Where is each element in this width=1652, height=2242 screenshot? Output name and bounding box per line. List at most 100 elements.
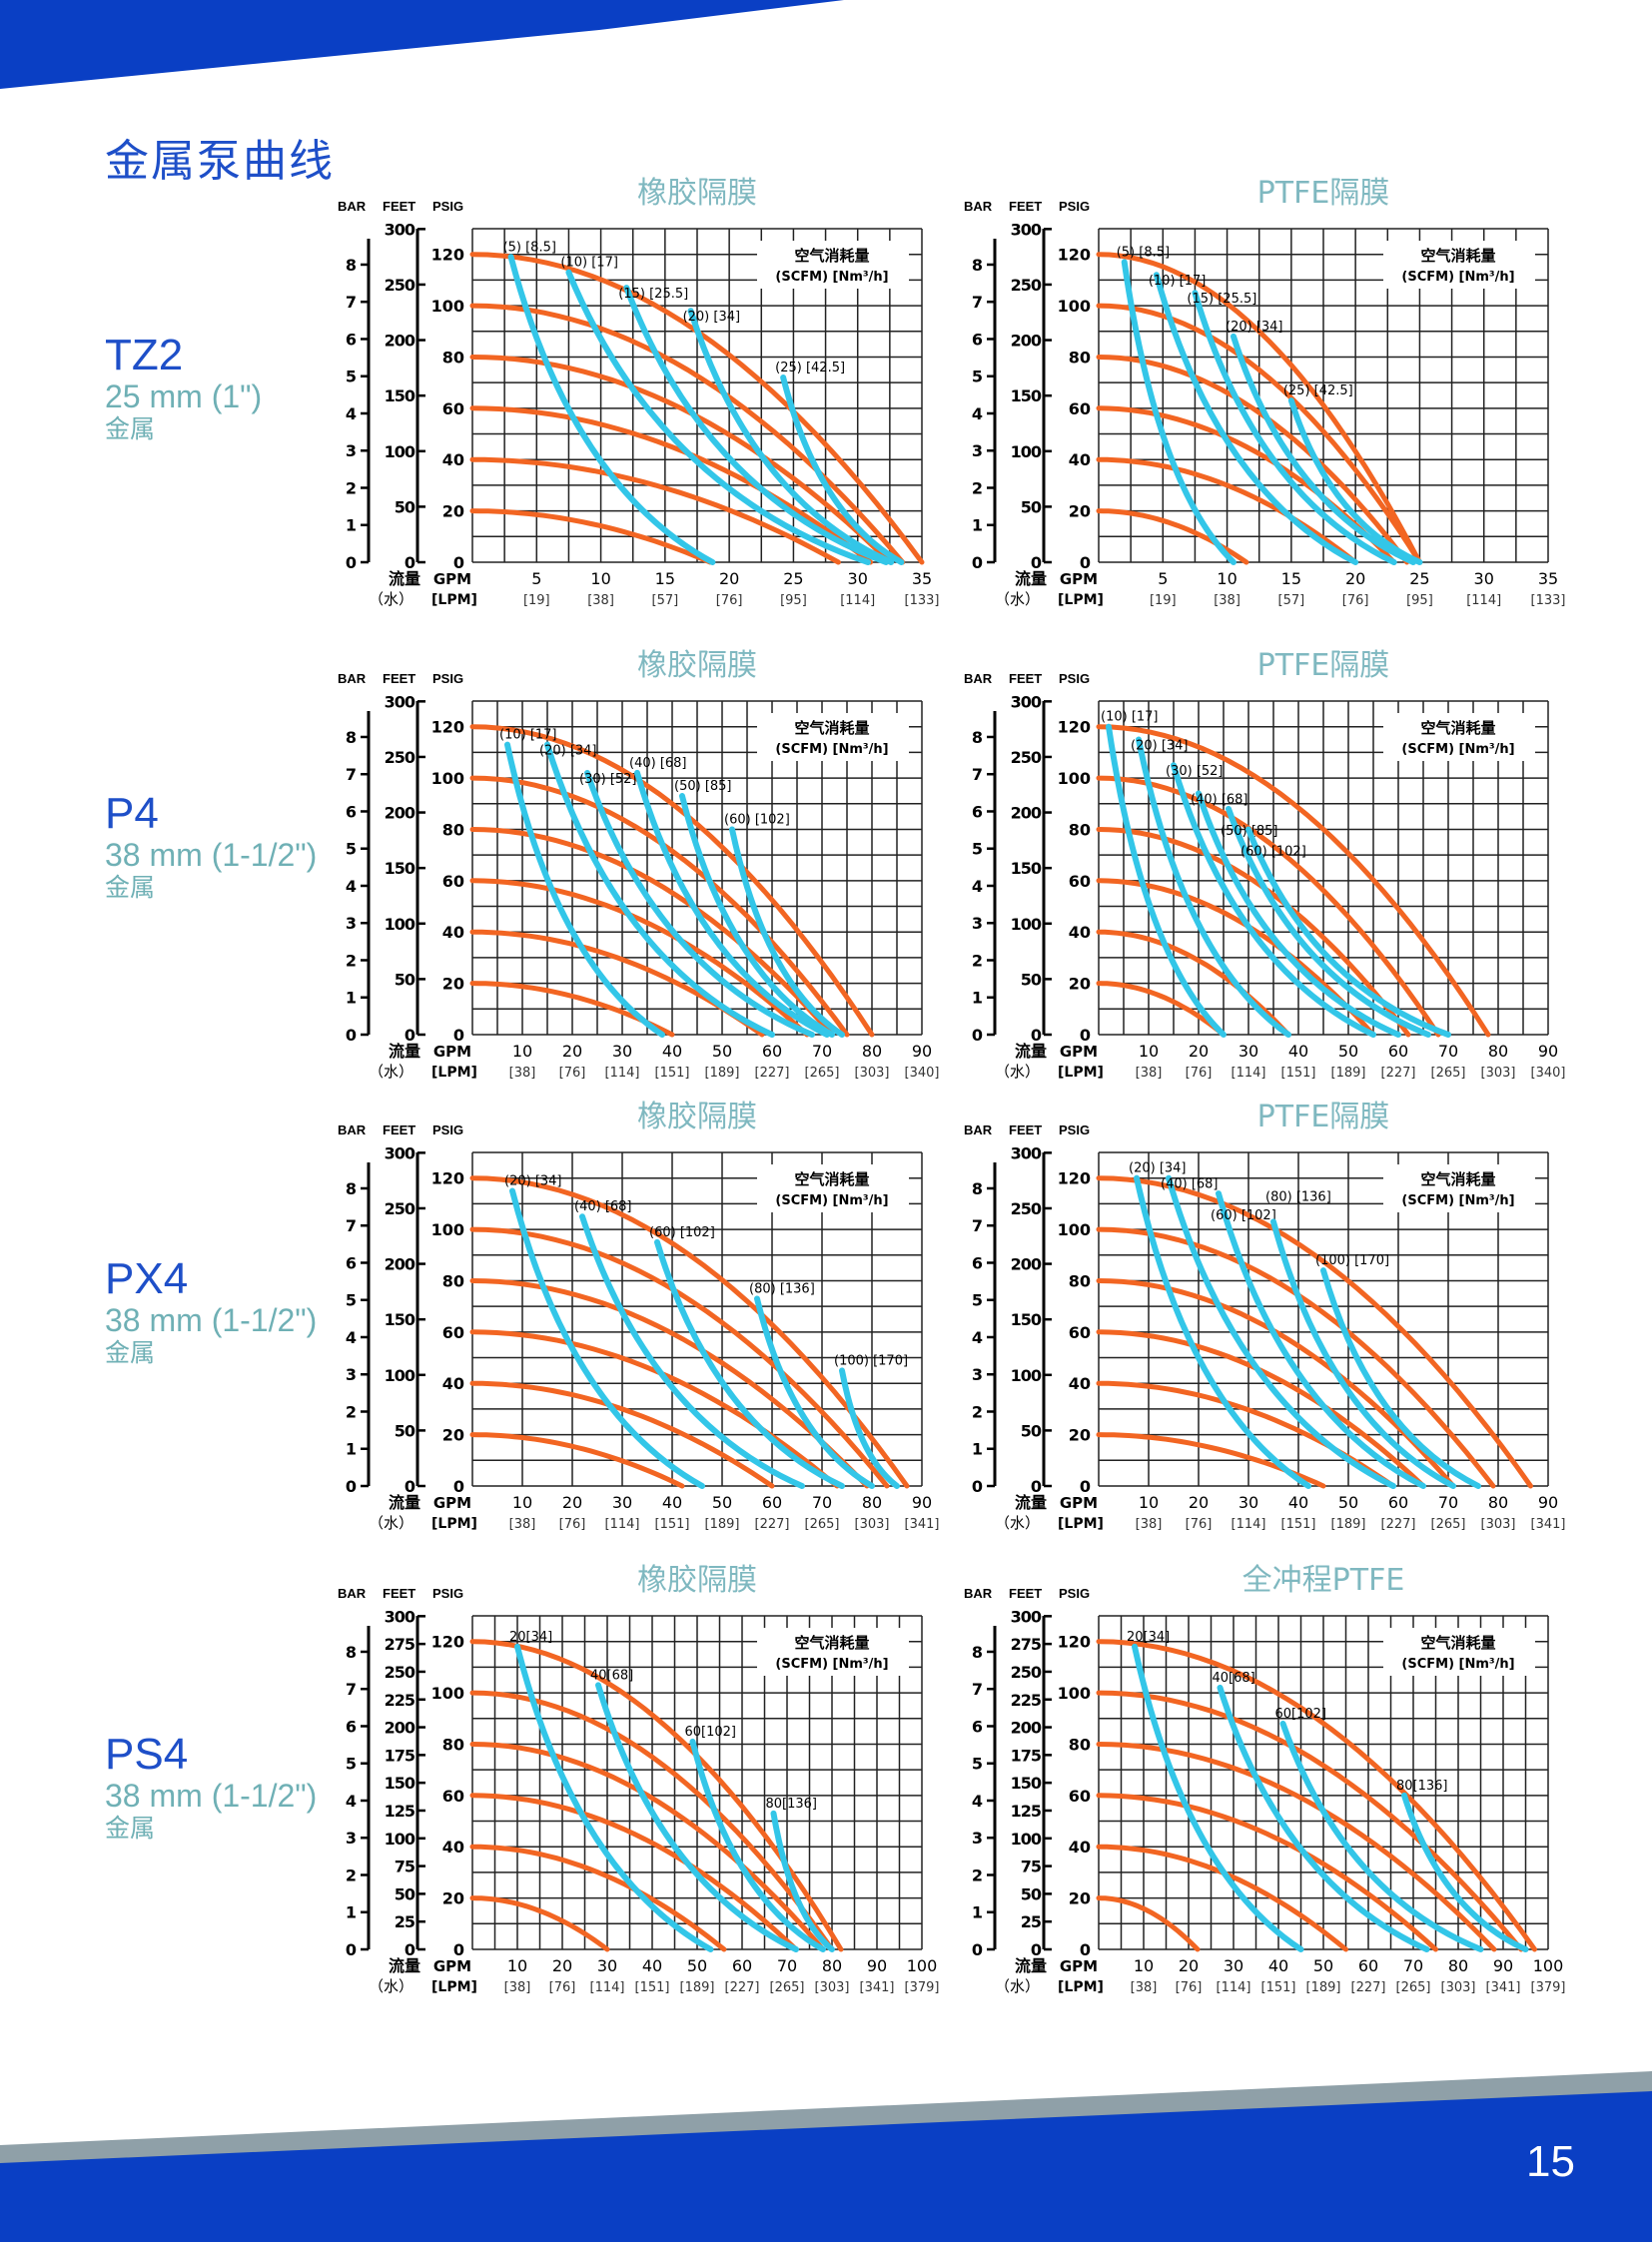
- air-curve-label: (20) [34]: [539, 744, 597, 759]
- air-curve-label: (10) [17]: [499, 728, 557, 743]
- psig-axis-header: PSIG: [432, 671, 463, 686]
- x-tick-label-lpm: [265]: [770, 1980, 805, 1995]
- air-curve-label: (15) [25.5]: [1187, 292, 1256, 307]
- air-consumption-curve: [1106, 723, 1227, 1038]
- x-tick-label-lpm: [340]: [1531, 1066, 1566, 1081]
- x-tick-label-lpm: [114]: [1232, 1066, 1266, 1081]
- x-tick-label-lpm: [189]: [1331, 1517, 1366, 1532]
- psig-axis-header: PSIG: [432, 199, 463, 214]
- feet-tick-label: 150: [1011, 386, 1042, 405]
- feet-tick-label: 250: [1011, 748, 1042, 767]
- psig-tick-label: 80: [442, 1271, 464, 1290]
- psig-tick-label: 120: [431, 246, 464, 265]
- lpm-label: [LPM]: [431, 1979, 477, 1995]
- air-curve-label: (20) [34]: [1131, 739, 1189, 754]
- x-tick-label-lpm: [227]: [725, 1980, 760, 1995]
- x-tick-label-lpm: [76]: [559, 1517, 586, 1532]
- feet-tick-label: 100: [385, 1366, 415, 1385]
- x-tick-label-gpm: 80: [822, 1956, 842, 1975]
- feet-tick-label: 100: [1011, 1366, 1042, 1385]
- air-consumption-curve: [565, 269, 871, 565]
- psig-tick-label: 80: [1069, 1271, 1091, 1290]
- x-tick-label-gpm: 40: [1268, 1956, 1288, 1975]
- x-tick-label-gpm: 15: [655, 569, 675, 588]
- air-consumption-curve: [1134, 1174, 1311, 1489]
- lpm-label: [LPM]: [1058, 1065, 1104, 1081]
- bar-tick-label: 6: [346, 1253, 357, 1272]
- pressure-curve-80psi: [469, 355, 893, 565]
- air-curve-label: 80[136]: [1396, 1779, 1448, 1794]
- x-tick-label-lpm: [227]: [1381, 1517, 1416, 1532]
- psig-tick-label: 40: [1069, 450, 1091, 469]
- air-curve-label: (40) [68]: [629, 756, 687, 771]
- bar-tick-label: 0: [346, 1477, 357, 1496]
- bar-tick-label: 2: [346, 1402, 357, 1421]
- air-curve-label: (100) [170]: [1315, 1253, 1389, 1268]
- air-consumption-curve: [1171, 762, 1376, 1038]
- bar-tick-label: 8: [972, 256, 983, 275]
- legend-title: 空气消耗量: [794, 1634, 869, 1652]
- bar-tick-label: 5: [972, 1755, 983, 1774]
- air-curve-label: (20) [34]: [1226, 320, 1283, 335]
- psig-tick-label: 20: [442, 502, 464, 521]
- psig-tick-label: 80: [1069, 1735, 1091, 1754]
- psig-tick-label: 100: [431, 769, 464, 788]
- pressure-curve-40psi: [1096, 929, 1291, 1038]
- feet-tick-label: 200: [385, 332, 415, 351]
- psig-tick-label: 100: [1058, 1684, 1091, 1703]
- feet-tick-label: 75: [1021, 1858, 1042, 1876]
- x-tick-label-gpm: 20: [1345, 569, 1365, 588]
- bar-tick-label: 6: [972, 1717, 983, 1736]
- bar-tick-label: 2: [972, 478, 983, 497]
- model-label-tz2: TZ2 25 mm (1") 金属: [105, 333, 262, 444]
- x-tick-label-gpm: 80: [862, 1042, 882, 1061]
- psig-tick-label: 100: [1058, 769, 1091, 788]
- feet-tick-label: 250: [385, 1663, 415, 1682]
- bar-tick-label: 7: [346, 293, 357, 312]
- water-label: （水）: [995, 1063, 1040, 1081]
- water-label: （水）: [369, 1977, 413, 1995]
- air-consumption-curve: [754, 1295, 875, 1489]
- bar-axis-header: BAR: [338, 1122, 367, 1137]
- legend-units: (SCFM) [Nm³/h]: [775, 1657, 888, 1672]
- model-material: 金属: [105, 414, 156, 443]
- x-tick-label-lpm: [76]: [559, 1066, 586, 1081]
- legend-title: 空气消耗量: [1420, 247, 1495, 265]
- feet-tick-label: 150: [385, 1310, 415, 1329]
- bar-tick-label: 1: [346, 989, 357, 1008]
- x-tick-label-lpm: [341]: [1531, 1517, 1566, 1532]
- x-tick-label-lpm: [114]: [1232, 1517, 1266, 1532]
- air-curve-label: (25) [42.5]: [1283, 383, 1353, 398]
- page-title: 金属泵曲线: [105, 136, 335, 187]
- bar-tick-label: 2: [972, 951, 983, 970]
- x-tick-label-gpm: 90: [867, 1956, 887, 1975]
- air-consumption-curve: [679, 793, 835, 1038]
- x-tick-label-gpm: 70: [812, 1042, 832, 1061]
- legend-units: (SCFM) [Nm³/h]: [1401, 1657, 1514, 1672]
- feet-tick-label: 225: [385, 1691, 415, 1710]
- legend-box: [1383, 1164, 1535, 1212]
- flow-label: 流量: [389, 569, 420, 588]
- air-consumption-curve: [1287, 397, 1423, 565]
- feet-tick-label: 150: [385, 859, 415, 878]
- x-tick-label-lpm: [227]: [1351, 1980, 1386, 1995]
- x-tick-label-gpm: 10: [512, 1042, 532, 1061]
- x-tick-label-gpm: 10: [1139, 1042, 1159, 1061]
- feet-tick-label: 50: [395, 1884, 415, 1903]
- bar-tick-label: 5: [346, 840, 357, 859]
- bar-tick-label: 2: [972, 1866, 983, 1884]
- x-tick-label-gpm: 60: [762, 1493, 782, 1512]
- bar-tick-label: 4: [972, 1328, 983, 1347]
- bar-axis-header: BAR: [964, 199, 993, 214]
- bar-axis-header: BAR: [964, 1586, 993, 1601]
- bar-tick-label: 6: [346, 1717, 357, 1736]
- feet-axis-header: FEET: [383, 199, 415, 214]
- bar-tick-label: 3: [346, 914, 357, 933]
- psig-tick-label: 60: [442, 1787, 464, 1806]
- x-tick-label-gpm: 50: [1338, 1493, 1358, 1512]
- legend-title: 空气消耗量: [794, 719, 869, 737]
- air-consumption-curve: [1320, 1267, 1481, 1489]
- x-tick-label-gpm: 50: [687, 1956, 707, 1975]
- air-consumption-curve: [623, 285, 889, 565]
- psig-tick-label: 0: [453, 1940, 464, 1959]
